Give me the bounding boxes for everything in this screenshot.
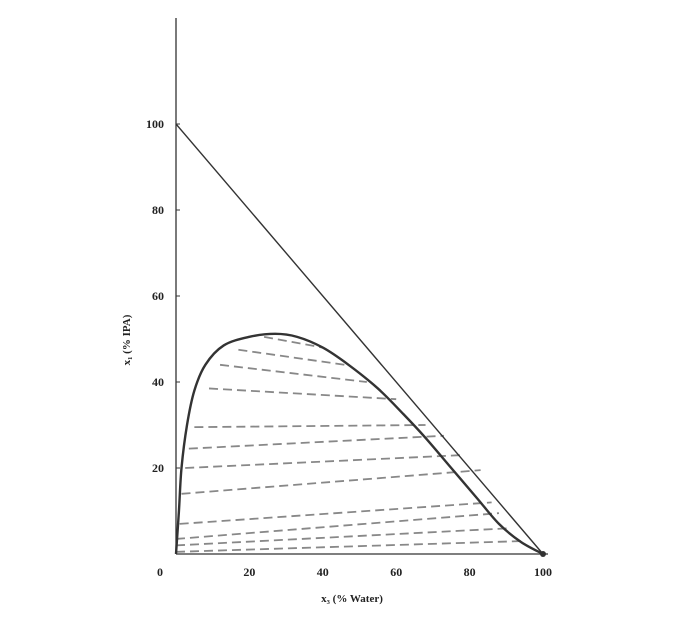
tie-line [263,335,323,349]
x-axis-label: x₃ (% Water) [321,593,383,605]
tick-labels: 0 20 40 60 80 100 20 40 60 80 100 [146,117,552,579]
y-tick-label: 80 [152,203,164,217]
tie-line [208,387,397,401]
x-tick-label: 80 [464,565,476,579]
tie-line [219,363,367,383]
hypotenuse-line [175,123,544,555]
axes [175,18,548,555]
tie-lines [175,335,522,553]
y-axis-label: x₁ (% IPA) [121,314,133,365]
x-tick-label: 0 [157,565,163,579]
tie-line [188,434,444,450]
tie-line [185,454,463,469]
tie-line [175,512,500,540]
tie-line [175,540,522,553]
x-tick-label: 20 [243,565,255,579]
y-tick-label: 100 [146,117,164,131]
x-tick-label: 40 [317,565,329,579]
tie-line [238,348,345,366]
x-tick-label: 100 [534,565,552,579]
tie-line [179,501,492,525]
y-tick-label: 20 [152,461,164,475]
tie-line [181,469,481,495]
binodal-curve [174,332,544,556]
tie-line [194,424,426,429]
y-tick-label: 60 [152,289,164,303]
y-tick-label: 40 [152,375,164,389]
x-tick-label: 60 [390,565,402,579]
